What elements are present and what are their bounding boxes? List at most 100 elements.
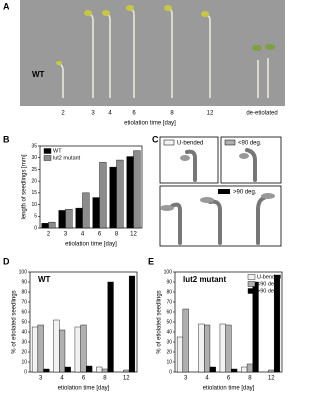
y-tick-label: 50 [21,319,27,325]
plot-frame [39,145,143,229]
y-tick-label: 50 [166,319,172,325]
bar [126,156,134,229]
y-tick-label: 20 [31,178,37,184]
bar [246,363,253,373]
bar [268,369,275,373]
legend-swatch [43,155,52,161]
panel-label: C [152,134,159,144]
bar [116,159,124,229]
x-axis-label: etiolation time [day] [203,386,255,392]
photo-label: WT [32,70,45,79]
x-tick-label: 3 [184,376,188,382]
x-tick-label: 3 [39,376,43,382]
bar [75,207,83,229]
photo-tick: 8 [170,111,174,117]
y-tick-label: 80 [166,289,172,295]
bar [53,319,60,373]
y-tick-label: 90 [21,279,27,285]
y-tick-label: 60 [166,309,172,315]
y-tick-label: 80 [21,289,27,295]
legend-label: U-bended [257,274,281,280]
y-tick-label: 10 [166,359,172,365]
bar [225,324,232,373]
y-tick-label: 0 [34,225,37,231]
diagram-label: <90 deg. [238,141,262,147]
bar [48,221,56,229]
diagram-label: >90 deg. [233,190,257,196]
cotyledons [56,5,275,65]
y-tick-label: 10 [31,202,37,208]
y-axis-label: length of seedlings [mm] [22,154,28,219]
legend-swatch [247,274,256,280]
legend-label: lut2 mutant [53,155,81,161]
diagram-boxes [159,136,282,247]
legend-swatch [43,148,52,154]
cotyledon-drawings [160,153,275,211]
bar [37,324,44,373]
x-tick-label: 12 [123,376,130,382]
bar [209,366,216,373]
bar [252,281,259,373]
y-tick-label: 40 [21,329,27,335]
y-tick-label: 20 [166,349,172,355]
diagram-label: U-bended [177,141,203,147]
y-tick-label: 60 [21,309,27,315]
x-tick-label: 6 [227,376,231,382]
bar [273,274,281,373]
chart-title: lut2 mutant [183,275,226,284]
bar [41,223,49,229]
bar [74,326,81,373]
bar [128,275,136,373]
figure: A WT 2 3 4 6 8 12 de-etiolated etiolatio… [3,0,285,392]
legend-swatch [247,288,256,294]
legend-label: WT [53,148,62,154]
x-tick-label: 8 [115,232,119,238]
x-tick-label: 4 [205,376,209,382]
y-axis-label: % of etiolated seedlings [157,290,163,353]
bar [86,365,93,373]
bar [231,368,238,373]
bar [133,150,141,229]
y-tick-label: 90 [166,279,172,285]
x-axis-label: etiolation time [day] [58,386,110,392]
bar [123,369,130,373]
bar [80,324,87,373]
chart-title: WT [38,275,51,284]
x-axis-label: etiolation time [day] [65,242,117,248]
legend-label: >90 deg. [257,288,279,294]
bar [109,166,117,229]
x-tick-label: 12 [130,232,137,238]
bar [204,324,211,373]
x-tick-label: 12 [268,376,275,382]
panel-label: B [3,134,10,144]
x-tick-label: 4 [60,376,64,382]
bar [99,162,107,229]
y-tick-label: 30 [166,339,172,345]
bar [96,366,103,373]
x-tick-label: 8 [103,376,107,382]
bar [182,308,189,373]
bar [107,281,114,373]
x-tick-label: 8 [248,376,252,382]
x-tick-label: 6 [98,232,102,238]
photo-tick: 3 [91,111,95,117]
y-tick-label: 70 [21,299,27,305]
y-tick-label: 100 [164,269,173,275]
bar [241,366,248,373]
legend-swatch [218,189,230,194]
y-tick-label: 0 [169,369,172,375]
bar [31,326,39,373]
bar [64,366,71,373]
photo-tick: 12 [207,111,214,117]
y-axis-label: % of etiolated seedlings [12,290,18,353]
photo [20,0,285,106]
panel-label: E [148,256,154,266]
y-tick-label: 15 [31,190,37,196]
legend-swatch [247,281,256,287]
y-tick-label: 10 [21,359,27,365]
y-tick-label: 30 [31,155,37,161]
bar [59,329,66,373]
bar [58,210,66,229]
bar [176,336,184,373]
y-tick-label: 30 [21,339,27,345]
